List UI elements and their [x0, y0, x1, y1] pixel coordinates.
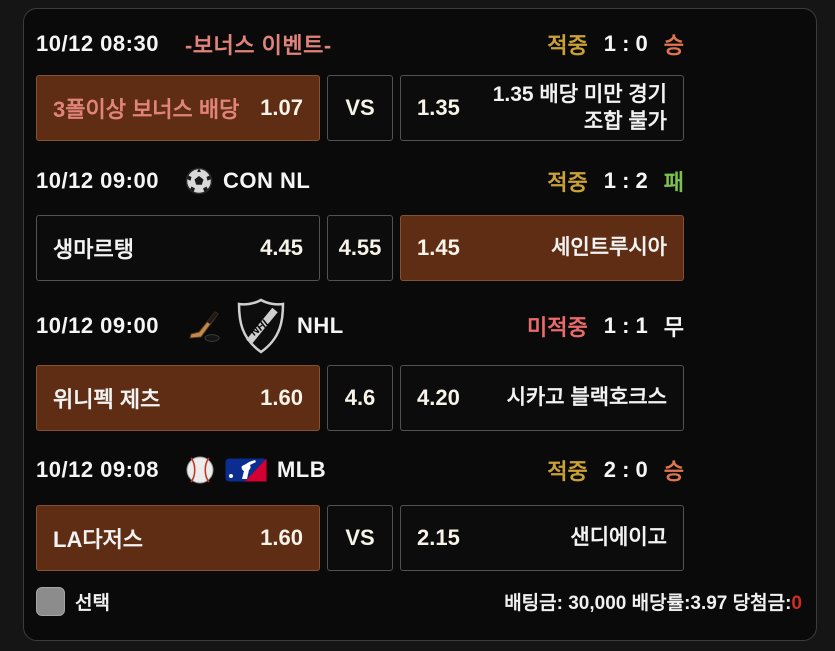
match-time: 10/12 09:00 — [36, 168, 159, 193]
odds-row: 위니펙 제츠 1.60 4.6 4.20 시카고 블랙호크스 — [36, 365, 684, 431]
home-odds-value: 4.45 — [260, 235, 303, 260]
home-team-name: 생마르탱 — [53, 237, 134, 262]
away-odds-box[interactable]: 2.15 샌디에이고 — [400, 505, 684, 571]
hit-status-label: 미적중 — [526, 315, 588, 340]
draw-odds-box[interactable]: 4.6 — [327, 365, 393, 431]
match-row: 10/12 09:00 — [36, 161, 684, 281]
match-header: 10/12 09:00 — [36, 161, 684, 201]
match-result: 무 — [663, 315, 684, 340]
select-checkbox[interactable] — [36, 587, 65, 616]
home-odds-box[interactable]: LA다저스 1.60 — [36, 505, 320, 571]
score-area: 미적중 1 : 1 무 — [527, 310, 684, 342]
match-score: 2 : 0 — [603, 457, 648, 482]
match-row: 10/12 09:08 — [36, 447, 684, 571]
away-odds-value: 1.35 — [417, 95, 460, 120]
league-wrap: NHL — [185, 455, 326, 485]
draw-odds-box[interactable]: 4.55 — [327, 215, 393, 281]
nhl-shield-icon: NHL — [235, 298, 287, 354]
match-time: 10/12 08:30 — [36, 31, 159, 56]
away-odds-value: 4.20 — [417, 385, 460, 410]
draw-odds-value: VS — [345, 525, 375, 550]
bet-summary: 배팅금: 30,000 배당률:3.97 당첨금:0 — [504, 588, 804, 615]
draw-odds-box[interactable]: VS — [327, 75, 393, 141]
home-team-name: 위니펙 제츠 — [53, 387, 161, 412]
hit-status-label: 적중 — [547, 170, 588, 195]
league-label: NHL — [296, 313, 344, 338]
home-team-name: LA다저스 — [53, 527, 144, 552]
league-label: MLB — [276, 457, 327, 482]
match-row: 10/12 08:30 — [36, 27, 684, 141]
match-header: 10/12 09:00 — [36, 297, 684, 355]
home-odds-box[interactable]: 생마르탱 4.45 — [36, 215, 320, 281]
odds-row: 생마르탱 4.45 4.55 1.45 세인트루시아 — [36, 215, 684, 281]
away-team-name: 세인트루시아 — [551, 236, 667, 260]
home-odds-box[interactable]: 3폴이상 보너스 배당 1.07 — [36, 75, 320, 141]
win-amount: 0 — [791, 593, 802, 614]
bet-slip-footer: 선택 배팅금: 30,000 배당률:3.97 당첨금:0 — [36, 587, 804, 616]
match-time: 10/12 09:08 — [36, 457, 159, 482]
draw-odds-box[interactable]: VS — [327, 505, 393, 571]
bet-slip-panel: 10/12 08:30 — [23, 8, 817, 641]
home-team-name: 3폴이상 보너스 배당 — [53, 97, 240, 122]
mlb-logo-icon — [225, 458, 267, 482]
home-odds-value: 1.60 — [260, 385, 303, 410]
baseball-icon — [185, 455, 215, 485]
away-team-name: 샌디에이고 — [570, 526, 667, 550]
hockey-stick-icon — [185, 306, 225, 346]
bet-summary-text: 배팅금: 30,000 배당률:3.97 당첨금: — [504, 593, 792, 614]
league-wrap: NHL — [185, 167, 310, 195]
league-label: -보너스 이벤트- — [184, 33, 332, 58]
match-score: 1 : 1 — [603, 313, 648, 338]
odds-row: 3폴이상 보너스 배당 1.07 VS 1.35 1.35 배당 미만 경기 조… — [36, 75, 684, 141]
match-header: 10/12 09:08 — [36, 447, 684, 493]
match-result: 승 — [663, 33, 684, 58]
league-wrap: NHL — [185, 28, 332, 60]
match-score: 1 : 0 — [603, 31, 648, 56]
away-odds-box[interactable]: 4.20 시카고 블랙호크스 — [400, 365, 684, 431]
league-wrap: NHL — [185, 298, 344, 354]
league-label: CON NL — [222, 168, 311, 193]
away-odds-value: 1.45 — [417, 235, 460, 260]
match-list: 10/12 08:30 — [36, 27, 804, 571]
match-header: 10/12 08:30 — [36, 27, 684, 61]
draw-odds-value: 4.6 — [344, 385, 376, 410]
match-row: 10/12 09:00 — [36, 297, 684, 431]
odds-row: LA다저스 1.60 VS 2.15 샌디에이고 — [36, 505, 684, 571]
home-odds-value: 1.60 — [260, 525, 303, 550]
soccer-ball-icon — [185, 167, 213, 195]
hit-status-label: 적중 — [547, 33, 588, 58]
score-area: 적중 1 : 2 패 — [547, 165, 684, 197]
match-score: 1 : 2 — [603, 168, 648, 193]
away-odds-box[interactable]: 1.45 세인트루시아 — [400, 215, 684, 281]
match-result: 승 — [663, 459, 684, 484]
match-time: 10/12 09:00 — [36, 313, 159, 338]
away-odds-value: 2.15 — [417, 525, 460, 550]
draw-odds-value: 4.55 — [338, 235, 382, 260]
select-label: 선택 — [75, 593, 110, 614]
score-area: 적중 1 : 0 승 — [547, 28, 684, 60]
score-area: 적중 2 : 0 승 — [547, 454, 684, 486]
home-odds-box[interactable]: 위니펙 제츠 1.60 — [36, 365, 320, 431]
draw-odds-value: VS — [345, 95, 375, 120]
hit-status-label: 적중 — [547, 459, 588, 484]
match-result: 패 — [663, 170, 684, 195]
away-team-name: 1.35 배당 미만 경기 조합 불가 — [492, 82, 667, 133]
away-odds-box[interactable]: 1.35 1.35 배당 미만 경기 조합 불가 — [400, 75, 684, 141]
away-team-name: 시카고 블랙호크스 — [506, 386, 667, 410]
home-odds-value: 1.07 — [260, 95, 303, 120]
